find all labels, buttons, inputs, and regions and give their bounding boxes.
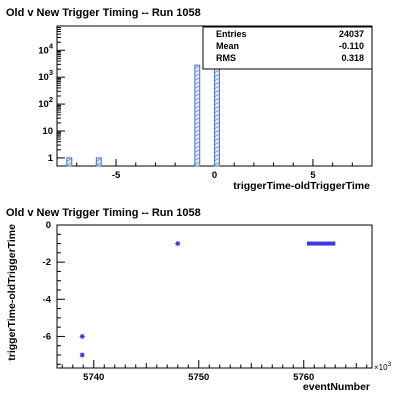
stats-value-mean: -0.110	[339, 41, 364, 51]
histogram-bar-hatch	[195, 77, 200, 81]
histogram-y-tick-label: 104	[38, 41, 54, 56]
histogram-bar-hatch	[214, 78, 220, 81]
stats-value-rms: 0.318	[341, 53, 364, 63]
histogram-bar-hatch	[195, 133, 200, 137]
histogram-bar-hatch	[195, 81, 200, 85]
histogram-bar-hatch	[214, 142, 220, 145]
histogram-bar-hatch	[214, 98, 220, 101]
scatter-frame	[56, 224, 373, 369]
histogram-bar-hatch	[214, 106, 220, 109]
histogram-bar-hatch	[96, 162, 101, 166]
stats-label-entries: Entries	[216, 29, 247, 39]
scatter-y-tick-label: -2	[43, 257, 51, 268]
scatter-point	[79, 333, 85, 339]
histogram-bar-hatch	[214, 158, 220, 161]
histogram-bar-hatch	[195, 89, 200, 93]
histogram-bar-hatch	[195, 97, 200, 101]
histogram-x-axis-label: triggerTime-oldTriggerTime	[233, 180, 370, 192]
histogram-bar-hatch	[195, 73, 200, 77]
histogram-bar	[66, 157, 73, 167]
histogram-bar-hatch	[214, 154, 220, 157]
scatter-y-tick-label: -6	[43, 331, 51, 342]
histogram-bar-hatch	[214, 94, 220, 97]
scatter-x-tick-label: 5760	[293, 372, 314, 383]
histogram-bar-hatch	[214, 110, 220, 113]
histogram-bar-hatch	[214, 150, 220, 153]
histogram-bar-hatch	[195, 117, 200, 121]
scatter-title: Old v New Trigger Timing -- Run 1058	[6, 207, 201, 219]
histogram-bar	[194, 64, 201, 167]
histogram-bar-hatch	[195, 65, 200, 69]
histogram-bar-hatch	[214, 86, 220, 89]
histogram-y-tick-label: 10	[42, 126, 53, 137]
histogram-bar-hatch	[195, 129, 200, 133]
histogram-x-tick-label: 0	[212, 170, 217, 181]
scatter-y-tick-label: -4	[43, 294, 52, 305]
histogram-bar-hatch	[195, 101, 200, 105]
scatter-x-tick-label: 5750	[188, 372, 209, 383]
histogram-title: Old v New Trigger Timing -- Run 1058	[6, 7, 201, 19]
histogram-bar	[95, 157, 102, 167]
histogram-bars	[66, 41, 220, 167]
scatter-dense-segment	[306, 241, 336, 246]
histogram-bar-hatch	[214, 114, 220, 117]
histogram-bar-hatch	[214, 146, 220, 149]
histogram-bar-hatch	[214, 118, 220, 121]
scatter-point	[175, 241, 181, 247]
histogram-bar-hatch	[214, 102, 220, 105]
histogram-bar-hatch	[214, 162, 220, 165]
scatter-axes: 5740 5750 5760 ×103 0 -2 -4 -6	[43, 220, 392, 383]
histogram-bar-hatch	[214, 90, 220, 93]
histogram-bar-hatch	[195, 69, 200, 73]
histogram-bar-hatch	[195, 153, 200, 157]
histogram-bar-hatch	[195, 121, 200, 125]
histogram-bar-hatch	[195, 137, 200, 141]
scatter-x-tick-label: 5740	[83, 372, 104, 383]
histogram-bar-hatch	[195, 161, 200, 165]
histogram-bar-hatch	[214, 122, 220, 125]
histogram-bar-hatch	[195, 113, 200, 117]
histogram-bar-hatch	[67, 162, 72, 166]
histogram-bar-hatch	[214, 126, 220, 129]
scatter-x-exponent-label: ×103	[374, 361, 392, 372]
histogram-y-tick-label: 1	[48, 153, 54, 164]
histogram-bar-hatch	[96, 158, 101, 162]
histogram-bar-hatch	[195, 105, 200, 109]
scatter-y-axis-label: triggerTime-oldTriggerTime	[6, 224, 18, 361]
stats-value-entries: 24037	[339, 29, 364, 39]
scatter-point	[79, 352, 85, 358]
histogram-x-tick-label: 5	[310, 170, 316, 181]
scatter-marks	[79, 241, 336, 358]
stats-box: Entries 24037 Mean -0.110 RMS 0.318	[202, 26, 373, 70]
histogram-bar-hatch	[214, 82, 220, 85]
histogram-bar-hatch	[214, 74, 220, 77]
histogram-bar-hatch	[214, 134, 220, 137]
histogram-bar-hatch	[214, 130, 220, 133]
histogram-bar-hatch	[195, 145, 200, 149]
histogram-bar-hatch	[67, 158, 72, 162]
histogram-bar-hatch	[195, 109, 200, 113]
histogram-x-tick-label: -5	[112, 170, 121, 181]
stats-box-frame	[202, 26, 373, 70]
stats-label-mean: Mean	[216, 41, 239, 51]
histogram-y-tick-label: 102	[38, 95, 53, 110]
scatter-y-tick-label: 0	[46, 220, 51, 231]
stats-label-rms: RMS	[216, 53, 236, 63]
histogram-bar-hatch	[195, 93, 200, 97]
histogram-bar-hatch	[195, 125, 200, 129]
histogram-bar-hatch	[214, 138, 220, 141]
histogram-bar-hatch	[195, 149, 200, 153]
histogram-y-tick-label: 103	[38, 68, 53, 83]
histogram-bar-hatch	[195, 85, 200, 89]
scatter-x-axis-label: eventNumber	[303, 381, 370, 393]
histogram-bar-hatch	[195, 157, 200, 161]
histogram-bar-hatch	[195, 141, 200, 145]
histogram-bar-hatch	[214, 70, 220, 73]
